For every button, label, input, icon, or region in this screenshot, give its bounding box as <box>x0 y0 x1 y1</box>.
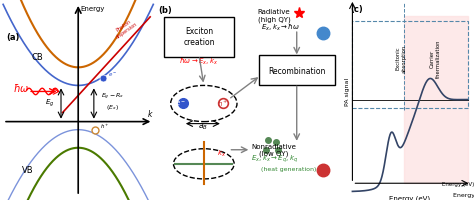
Text: CB: CB <box>31 53 43 62</box>
Text: $\hbar\omega \rightarrow E_x, k_x$: $\hbar\omega \rightarrow E_x, k_x$ <box>179 56 219 66</box>
Text: $(E_x)$: $(E_x)$ <box>106 102 119 111</box>
Text: Energy: Energy <box>81 6 105 12</box>
Text: $E_g$: $E_g$ <box>46 97 55 108</box>
Text: $e^-$: $e^-$ <box>174 99 186 107</box>
Text: (heat generation): (heat generation) <box>261 166 316 171</box>
Text: Recombination: Recombination <box>268 67 326 75</box>
Text: Energy (eV): Energy (eV) <box>453 192 474 197</box>
Text: $a_B$: $a_B$ <box>198 121 208 131</box>
Text: $\hbar\omega$: $\hbar\omega$ <box>12 82 29 94</box>
Text: VB: VB <box>22 165 34 174</box>
Ellipse shape <box>173 149 234 179</box>
Text: $k_x$: $k_x$ <box>217 148 226 158</box>
Text: k: k <box>147 110 152 119</box>
Text: $e^-$: $e^-$ <box>108 71 117 79</box>
Text: Energy (eV): Energy (eV) <box>390 195 430 200</box>
Text: (a): (a) <box>6 33 19 42</box>
Text: $h^+$: $h^+$ <box>100 122 109 131</box>
Text: Energy (eV): Energy (eV) <box>442 181 474 186</box>
Text: (c): (c) <box>350 5 363 14</box>
Text: $E_g-R_x$: $E_g-R_x$ <box>101 92 124 102</box>
Text: Radiative
(high QY): Radiative (high QY) <box>257 9 291 23</box>
Text: PA signal: PA signal <box>345 78 350 106</box>
Bar <box>403 17 467 183</box>
Ellipse shape <box>171 86 237 122</box>
Text: Exciton
creation: Exciton creation <box>183 27 215 47</box>
Text: Carrier
thermalization: Carrier thermalization <box>430 39 441 77</box>
FancyBboxPatch shape <box>259 56 335 86</box>
FancyBboxPatch shape <box>164 18 234 58</box>
Text: $E_x, k_x \rightarrow \hbar\omega$: $E_x, k_x \rightarrow \hbar\omega$ <box>261 23 300 33</box>
Text: Nonradiative
(low QY): Nonradiative (low QY) <box>252 143 296 157</box>
Text: (b): (b) <box>158 6 172 15</box>
Text: Photon
dispersion: Photon dispersion <box>112 17 138 40</box>
Text: Excitonic
absorption: Excitonic absorption <box>396 44 406 72</box>
Text: $E_x, k_x \rightarrow E_q, k_q$: $E_x, k_x \rightarrow E_q, k_q$ <box>251 153 298 164</box>
Text: $h^+$: $h^+$ <box>217 98 228 108</box>
